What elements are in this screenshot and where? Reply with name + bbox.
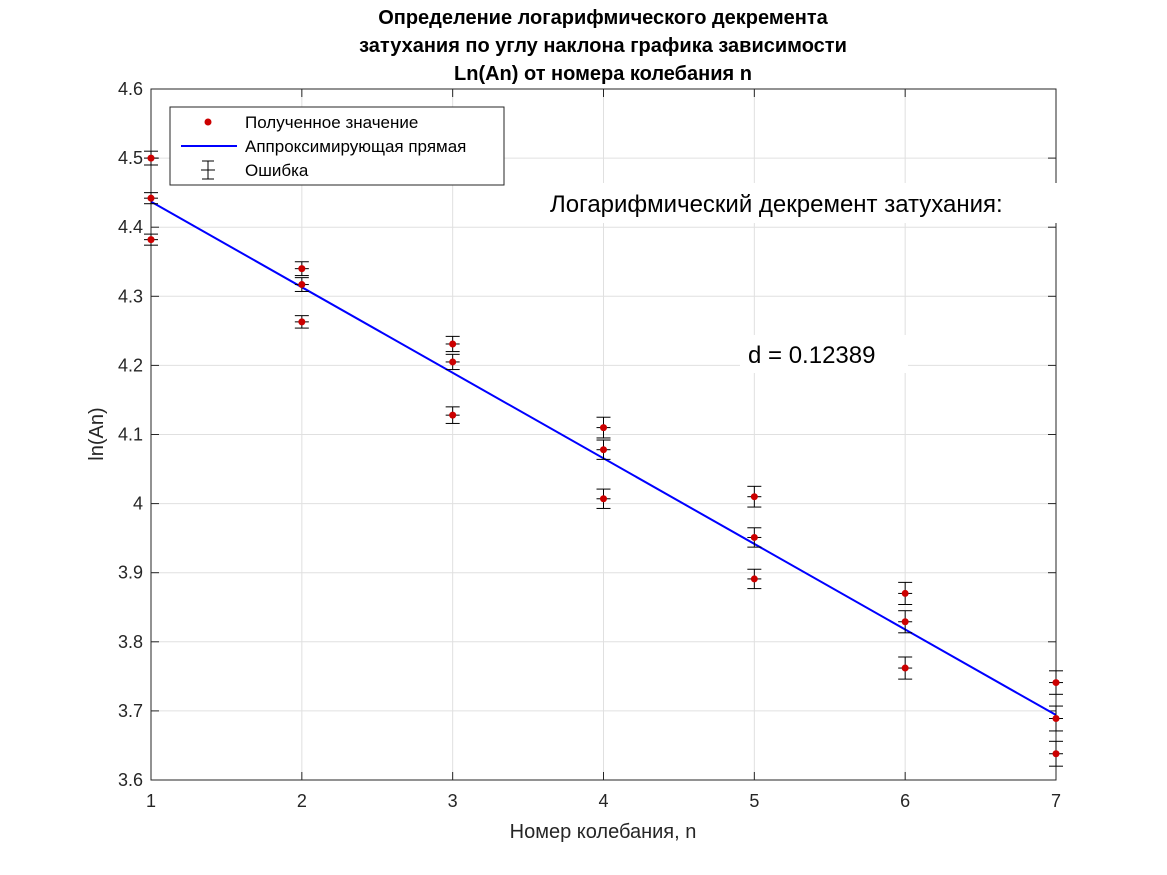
data-point bbox=[750, 533, 758, 541]
y-tick-label: 3.8 bbox=[118, 632, 143, 652]
x-axis-label: Номер колебания, n bbox=[510, 821, 697, 843]
data-point bbox=[147, 154, 155, 162]
x-tick-label: 1 bbox=[146, 791, 156, 811]
y-tick-label: 4 bbox=[133, 494, 143, 514]
data-point bbox=[901, 589, 909, 597]
x-tick-label: 4 bbox=[598, 791, 608, 811]
y-axis-label: ln(An) bbox=[86, 407, 108, 460]
annotation-heading: Логарифмический декремент затухания: bbox=[550, 191, 1003, 218]
y-axis-ticks: 3.6 3.7 3.8 3.9 4 4.1 4.2 4.3 4.4 4.5 4.6 bbox=[118, 79, 1056, 790]
data-point bbox=[449, 340, 457, 348]
chart-title-line-1: Определение логарифмического декремента bbox=[378, 7, 828, 29]
y-tick-label: 3.6 bbox=[118, 770, 143, 790]
legend-entry-error: Ошибка bbox=[245, 161, 309, 180]
data-points-layer bbox=[147, 154, 1060, 758]
chart-title: Определение логарифмического декремента … bbox=[359, 7, 847, 85]
data-point bbox=[298, 318, 306, 326]
error-bar bbox=[898, 581, 913, 605]
data-point bbox=[750, 493, 758, 501]
y-tick-label: 3.9 bbox=[118, 563, 143, 583]
error-bar bbox=[596, 416, 611, 439]
y-tick-label: 4.6 bbox=[118, 79, 143, 99]
x-axis-ticks: 1 2 3 4 5 6 7 bbox=[146, 89, 1061, 811]
data-point bbox=[1052, 715, 1060, 723]
legend-error-marker bbox=[201, 160, 215, 180]
data-point bbox=[1052, 750, 1060, 758]
y-tick-label: 4.5 bbox=[118, 148, 143, 168]
data-point bbox=[298, 281, 306, 289]
legend-point-marker bbox=[204, 118, 212, 126]
y-tick-label: 3.7 bbox=[118, 701, 143, 721]
y-tick-label: 4.4 bbox=[118, 217, 143, 237]
annotation-value-bg bbox=[740, 335, 908, 373]
data-point bbox=[298, 265, 306, 273]
x-tick-label: 6 bbox=[900, 791, 910, 811]
legend-entry-points: Полученное значение bbox=[245, 113, 418, 132]
annotation-heading-bg bbox=[540, 183, 1080, 223]
x-tick-label: 5 bbox=[749, 791, 759, 811]
x-tick-label: 3 bbox=[448, 791, 458, 811]
error-bar bbox=[747, 568, 762, 590]
data-point bbox=[600, 424, 607, 432]
legend: Полученное значение Аппроксимирующая пря… bbox=[169, 106, 505, 186]
data-point bbox=[147, 236, 155, 244]
annotation-value: d = 0.12389 bbox=[748, 342, 875, 369]
x-tick-label: 7 bbox=[1051, 791, 1061, 811]
data-point bbox=[600, 495, 607, 503]
data-point bbox=[1052, 679, 1060, 687]
data-point bbox=[449, 411, 457, 419]
chart-title-line-3: Ln(An) от номера колебания n bbox=[454, 63, 752, 85]
data-point bbox=[750, 575, 758, 583]
y-tick-label: 4.1 bbox=[118, 425, 143, 445]
y-tick-label: 4.2 bbox=[118, 355, 143, 375]
y-tick-label: 4.3 bbox=[118, 286, 143, 306]
data-point bbox=[901, 618, 909, 626]
data-point bbox=[147, 194, 155, 202]
data-point bbox=[449, 358, 457, 366]
chart-title-line-2: затухания по углу наклона графика зависи… bbox=[359, 35, 847, 57]
x-tick-label: 2 bbox=[297, 791, 307, 811]
data-point bbox=[901, 664, 909, 672]
data-point bbox=[600, 446, 607, 454]
legend-entry-line: Аппроксимирующая прямая bbox=[245, 137, 466, 156]
